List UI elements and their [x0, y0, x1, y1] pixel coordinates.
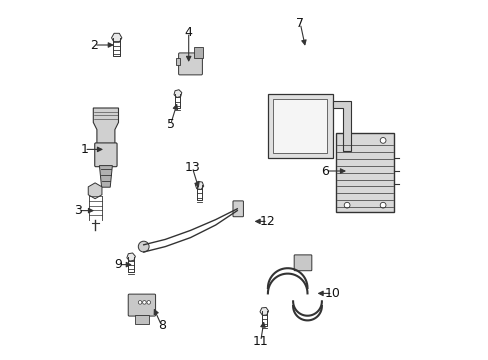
- Polygon shape: [88, 183, 102, 199]
- Polygon shape: [111, 33, 122, 42]
- Text: 1: 1: [80, 143, 88, 156]
- Circle shape: [344, 138, 349, 143]
- FancyBboxPatch shape: [95, 143, 117, 167]
- Polygon shape: [260, 307, 268, 315]
- FancyBboxPatch shape: [232, 201, 243, 217]
- Circle shape: [380, 138, 385, 143]
- Circle shape: [138, 301, 142, 304]
- FancyBboxPatch shape: [128, 294, 155, 316]
- Polygon shape: [174, 90, 182, 98]
- Circle shape: [138, 241, 149, 252]
- Text: 3: 3: [74, 204, 82, 217]
- Text: 2: 2: [90, 39, 98, 51]
- FancyBboxPatch shape: [178, 53, 202, 75]
- Circle shape: [380, 202, 385, 208]
- Text: 8: 8: [157, 319, 165, 332]
- Bar: [176, 58, 180, 65]
- Text: 13: 13: [184, 161, 200, 174]
- Text: 7: 7: [296, 17, 304, 30]
- Text: 4: 4: [184, 26, 192, 39]
- Bar: [267, 94, 332, 158]
- Bar: [194, 47, 203, 58]
- Polygon shape: [99, 166, 112, 187]
- Text: 6: 6: [321, 165, 329, 177]
- Bar: [336, 133, 393, 212]
- Text: 12: 12: [260, 215, 275, 228]
- Text: 11: 11: [252, 335, 268, 348]
- Circle shape: [146, 301, 150, 304]
- Polygon shape: [126, 253, 135, 261]
- Circle shape: [344, 202, 349, 208]
- Bar: [134, 315, 149, 324]
- Polygon shape: [195, 181, 203, 189]
- Circle shape: [142, 301, 146, 304]
- Text: 10: 10: [324, 287, 340, 300]
- Polygon shape: [332, 101, 350, 151]
- Text: 5: 5: [166, 118, 174, 131]
- FancyBboxPatch shape: [294, 255, 311, 271]
- Bar: [273, 99, 326, 153]
- Text: 9: 9: [114, 258, 122, 271]
- Polygon shape: [93, 108, 118, 144]
